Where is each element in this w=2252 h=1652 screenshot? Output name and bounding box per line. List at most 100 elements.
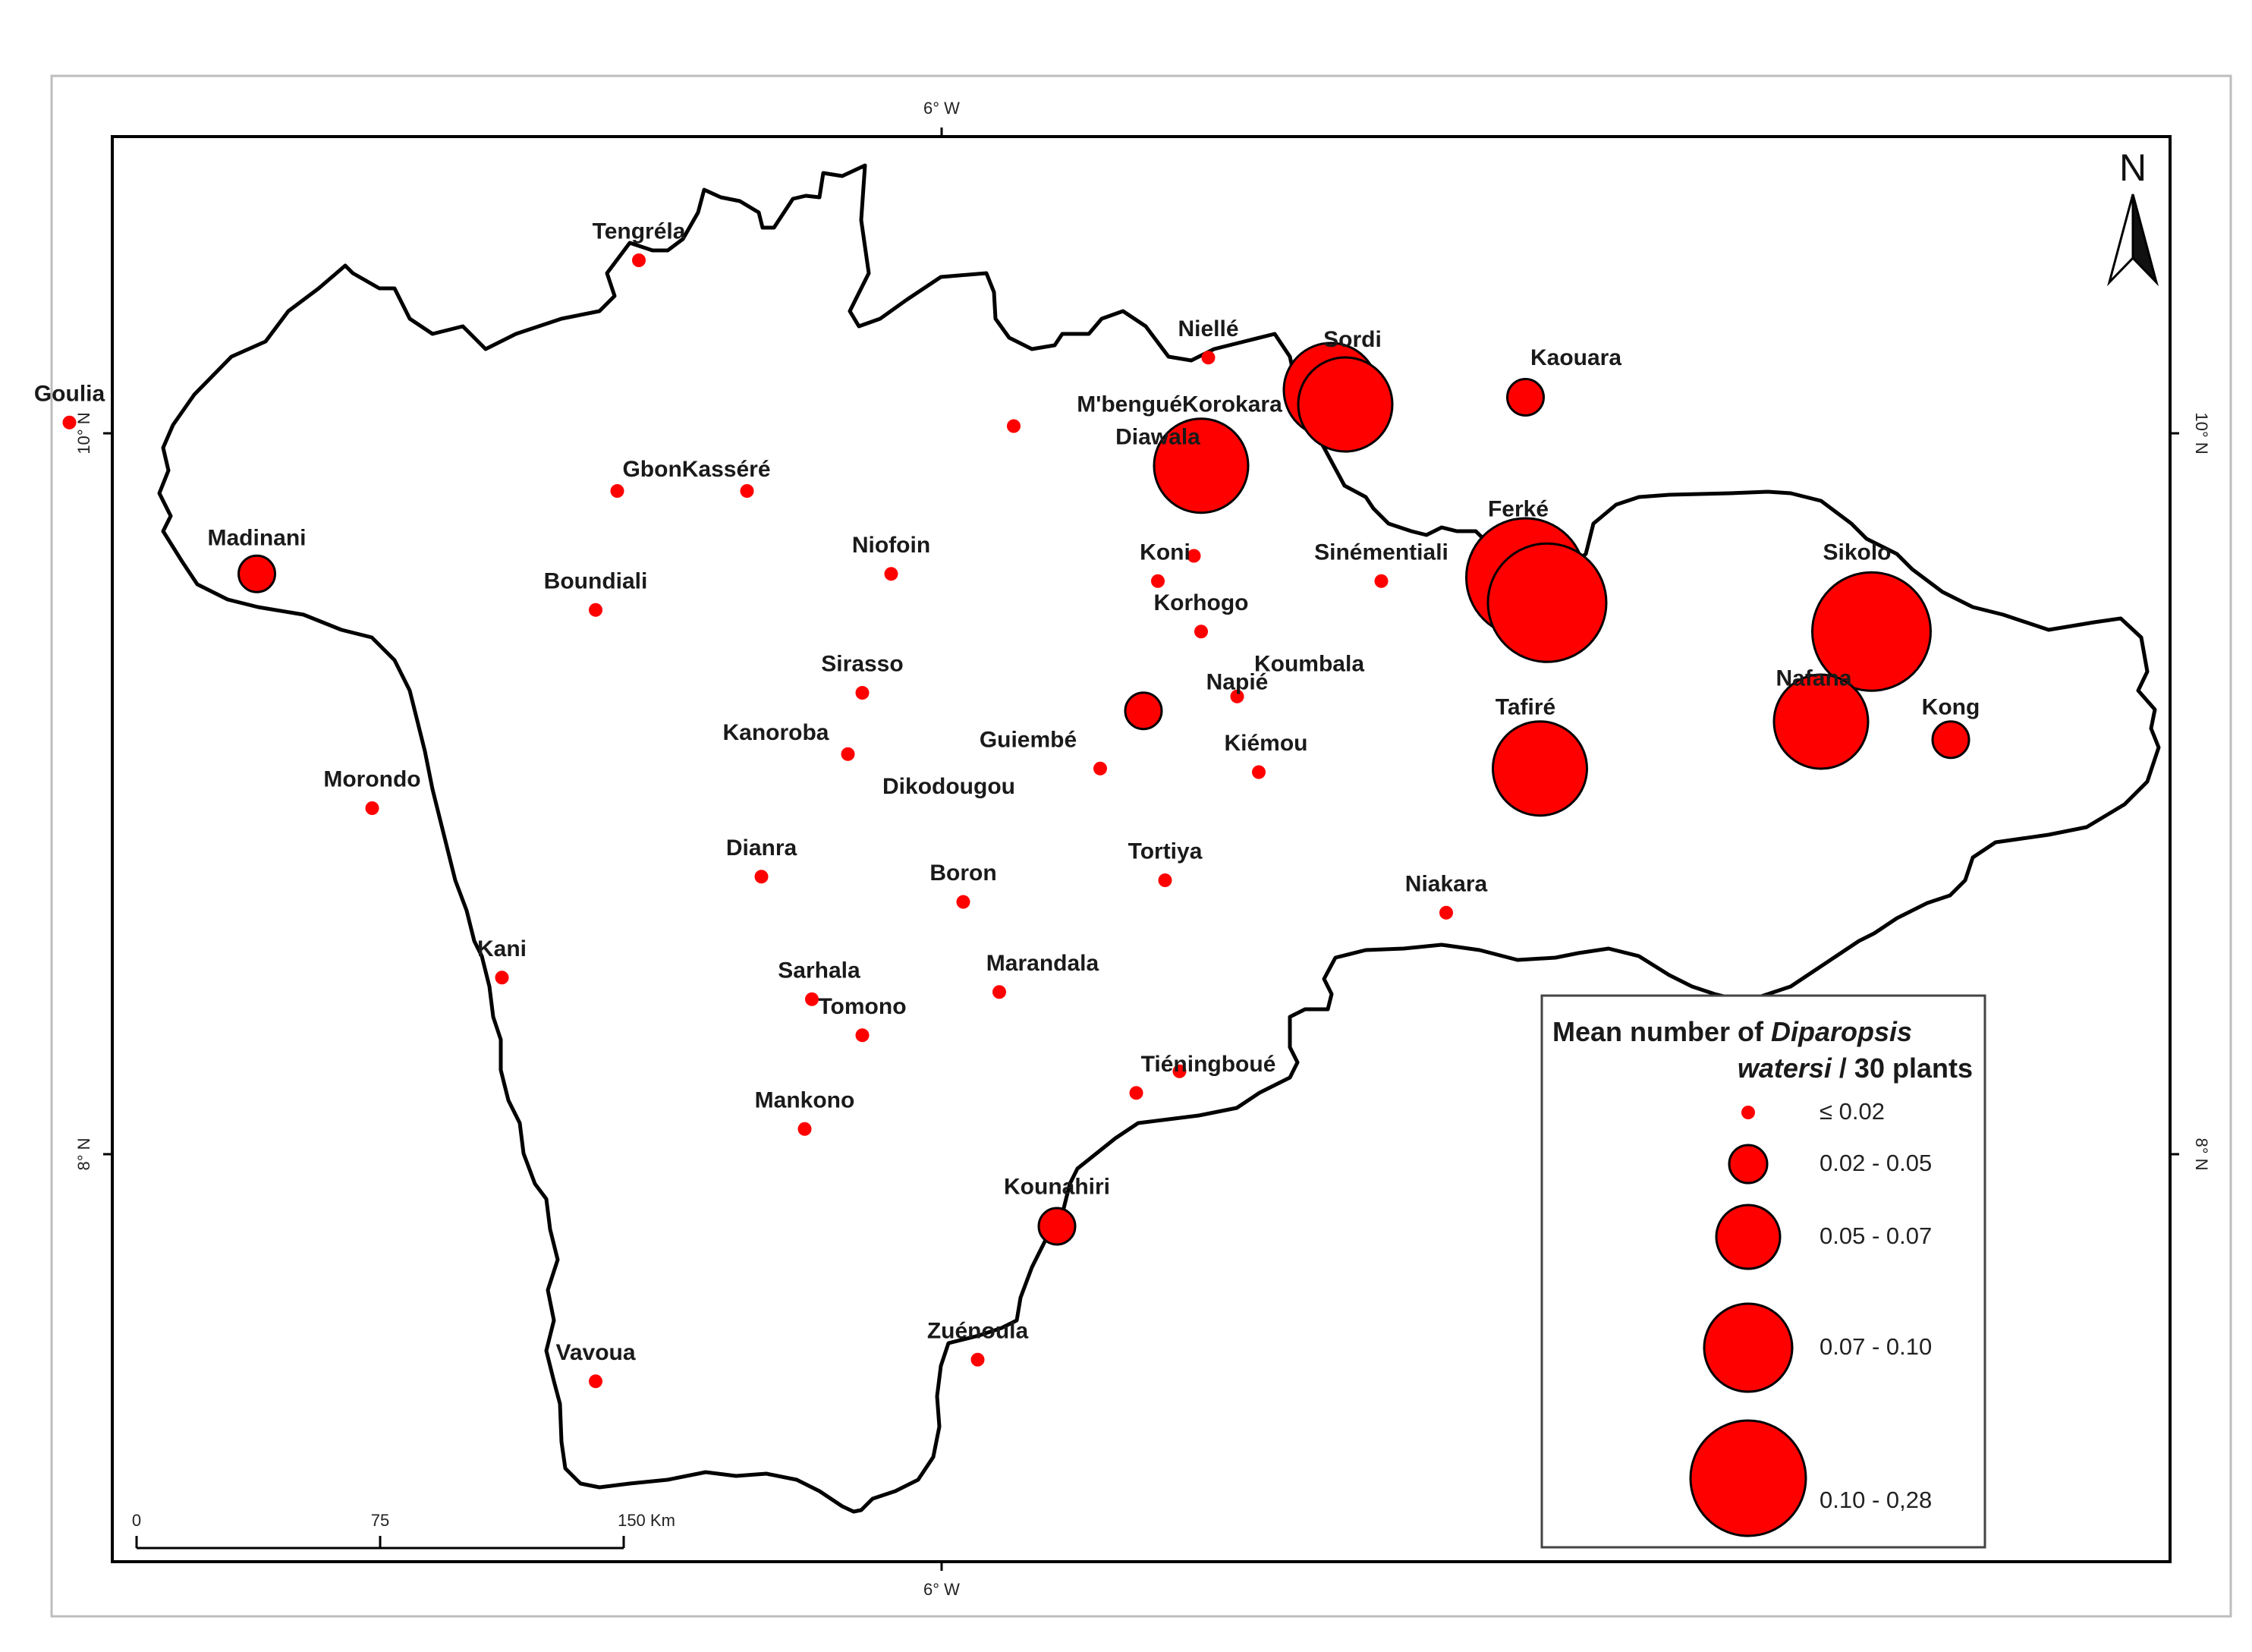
site-label-32: Tortiya	[1128, 839, 1203, 864]
legend-symbol-2	[1715, 1204, 1782, 1270]
site-label-31: Dianra	[726, 835, 797, 861]
site-label-21: Napié	[1206, 669, 1269, 694]
site-label-15: Ferké	[1488, 496, 1549, 521]
site-marker-36	[956, 895, 970, 909]
site-label-39: Tiéningboué	[1141, 1052, 1276, 1077]
site-marker-43	[1129, 1086, 1143, 1100]
site-label-30: Morondo	[323, 767, 420, 792]
site-marker-0	[632, 253, 646, 267]
site-marker-3	[1201, 351, 1216, 365]
site-label-3: Niellé	[1178, 316, 1238, 341]
north-arrow-letter: N	[2119, 146, 2147, 189]
north-arrow-right-half	[2131, 194, 2159, 287]
site-marker-47	[589, 1374, 602, 1389]
legend-title-species: watersi	[1738, 1053, 1832, 1084]
site-marker-32	[1252, 765, 1266, 779]
site-marker-2	[62, 415, 77, 430]
site-marker-6	[1297, 356, 1394, 453]
site-label-28: Kiémou	[1224, 731, 1307, 756]
legend-symbol-4	[1689, 1419, 1807, 1537]
site-label-33: Boron	[929, 861, 996, 886]
legend-items: ≤ 0.02 0.02 - 0.05 0.05 - 0.07 0.07 - 0.10 0…	[1689, 1098, 1932, 1537]
site-marker-39	[992, 985, 1006, 999]
legend-label-1: 0.02 - 0.05	[1820, 1150, 1932, 1176]
site-label-37: Marandala	[986, 951, 1099, 976]
site-marker-16	[1187, 549, 1201, 563]
site-marker-30	[841, 747, 855, 761]
site-marker-44	[797, 1122, 812, 1136]
site-label-20: Koumbala	[1254, 652, 1364, 677]
site-marker-9	[740, 484, 754, 498]
site-label-7: Diawala	[1115, 424, 1200, 449]
north-arrow: N	[2107, 146, 2159, 287]
site-marker-10	[610, 484, 624, 498]
study-area-boundary	[157, 163, 2161, 1514]
site-label-8: GbonKasséré	[622, 457, 770, 482]
site-marker-5	[1506, 378, 1545, 417]
legend-title-prefix: Mean number of	[1552, 1016, 1771, 1047]
site-marker-45	[1037, 1207, 1077, 1246]
legend-title-suffix: / 30 plants	[1832, 1053, 1973, 1084]
site-marker-28	[1931, 720, 1970, 760]
site-label-10: Niofoin	[852, 533, 930, 558]
site-label-2: Goulia	[34, 381, 105, 406]
site-marker-29	[1492, 720, 1588, 817]
site-label-12: Boundiali	[544, 568, 648, 593]
site-marker-26	[855, 686, 870, 700]
site-label-6: M'benguéKorokara	[1077, 392, 1282, 417]
legend-title-line-2: watersi / 30 plants	[1738, 1053, 1973, 1084]
lon-label-top-1: 6° W	[923, 99, 960, 118]
lat-label-right-1: 8° N	[2192, 1138, 2211, 1170]
site-marker-25	[1124, 691, 1163, 731]
site-marker-24	[1230, 689, 1244, 703]
site-label-41: Kounahiri	[1004, 1174, 1110, 1199]
site-marker-46	[970, 1352, 985, 1367]
site-label-16: Korhogo	[1154, 590, 1249, 615]
site-label-35: Kani	[477, 936, 527, 961]
legend-symbol-1	[1728, 1144, 1769, 1185]
site-marker-21	[1811, 571, 1932, 692]
legend-symbol-3	[1703, 1302, 1794, 1393]
graticule-ticks: 8° W8° W6° W6° W4° W4° W10° N10° N8° N8°…	[74, 99, 2211, 1599]
site-label-13: Koni	[1140, 540, 1190, 565]
site-marker-27	[1772, 673, 1870, 770]
site-label-36: Sarhala	[778, 958, 860, 983]
site-marker-7	[1007, 419, 1021, 433]
lon-label-bottom-1: 6° W	[923, 1580, 960, 1599]
legend-label-2: 0.05 - 0.07	[1820, 1222, 1932, 1249]
site-label-29: Dikodougou	[882, 774, 1015, 799]
site-label-38: Tomono	[818, 994, 906, 1019]
site-marker-11	[237, 554, 276, 593]
legend: Mean number of Diparopsis watersi / 30 p…	[1540, 994, 1986, 1549]
site-label-25: Tafiré	[1496, 695, 1555, 720]
scale-bar-label-150: 150 Km	[618, 1511, 675, 1530]
site-marker-12	[884, 567, 898, 581]
site-marker-15	[1151, 574, 1165, 588]
site-marker-34	[754, 870, 769, 884]
legend-label-3: 0.07 - 0.10	[1820, 1333, 1932, 1360]
site-marker-37	[1439, 905, 1453, 920]
site-label-9: Madinani	[207, 525, 306, 550]
site-marker-17	[1374, 574, 1389, 588]
legend-label-0: ≤ 0.02	[1820, 1098, 1885, 1125]
site-marker-19	[1486, 542, 1608, 663]
site-marker-35	[1158, 873, 1172, 887]
site-label-40: Mankono	[755, 1087, 855, 1112]
site-label-24: Kong	[1922, 695, 1980, 720]
legend-label-4: 0.10 - 0,28	[1820, 1487, 1932, 1513]
site-label-43: Vavoua	[555, 1340, 635, 1365]
site-label-22: Sirasso	[821, 652, 903, 677]
site-marker-14	[589, 603, 602, 617]
scale-bar-label-75: 75	[371, 1511, 389, 1530]
site-label-34: Niakara	[1405, 871, 1488, 896]
legend-symbol-0	[1741, 1106, 1755, 1119]
site-label-23: Nafana	[1775, 666, 1851, 691]
site-marker-40	[805, 992, 819, 1006]
site-marker-8	[1153, 417, 1250, 514]
site-label-5: Kaouara	[1530, 345, 1621, 370]
site-marker-42	[1172, 1064, 1187, 1078]
lat-label-left-0: 10° N	[74, 412, 93, 454]
site-marker-31	[1093, 761, 1107, 776]
site-markers	[62, 253, 1970, 1389]
